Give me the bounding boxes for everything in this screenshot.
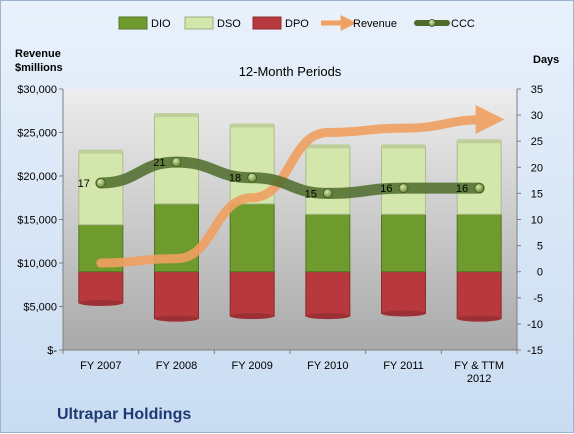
bar-dpo <box>229 271 275 317</box>
left-tick-label: $30,000 <box>17 84 57 96</box>
left-tick-label: $5,000 <box>23 302 57 314</box>
bar-dpo <box>305 271 351 317</box>
x-tick-label: FY 2009 <box>231 360 272 372</box>
legend-swatch-dso <box>184 16 214 30</box>
left-tick-label: $- <box>47 345 57 357</box>
bar-dso-top <box>154 113 199 118</box>
bar-dso-top <box>78 149 123 154</box>
bar-dso <box>305 145 351 215</box>
right-tick-label: 30 <box>531 110 543 122</box>
bar-dio <box>456 213 502 273</box>
x-tick-label: FY & TTM <box>454 360 504 372</box>
bar-dpo-cap <box>78 300 123 307</box>
left-tick-label: $15,000 <box>17 215 57 227</box>
bar-dso-top <box>305 144 350 149</box>
x-tick-label: FY 2007 <box>80 360 121 372</box>
ccc-data-label: 18 <box>229 173 241 185</box>
right-tick-label: -15 <box>527 345 543 357</box>
ccc-point <box>247 172 258 183</box>
bar-dso <box>456 140 502 215</box>
left-tick-label: $10,000 <box>17 258 57 270</box>
bar-dpo <box>381 271 426 314</box>
left-tick-label: $20,000 <box>17 171 57 183</box>
legend-swatch-dio <box>118 16 148 30</box>
right-tick-label: 0 <box>537 267 543 279</box>
bar-dpo-cap <box>305 313 350 320</box>
right-tick-label: 10 <box>531 215 543 227</box>
right-axis-label: Days <box>533 54 559 66</box>
x-tick-label: 2012 <box>467 373 491 385</box>
right-tick-label: -10 <box>527 319 543 331</box>
bar-dio <box>381 213 426 273</box>
left-axis-label-line2: $millions <box>15 62 63 74</box>
company-name: Ultrapar Holdings <box>57 406 192 423</box>
right-tick-label: 5 <box>537 241 543 253</box>
ccc-point <box>474 183 485 194</box>
legend-label: DPO <box>285 18 309 30</box>
bar-dpo <box>154 271 199 320</box>
legend-swatch-dpo <box>252 16 282 30</box>
revenue-line <box>96 105 505 268</box>
right-tick-label: 20 <box>531 162 543 174</box>
left-axis-label-line1: Revenue <box>15 48 61 60</box>
bar-dpo <box>78 271 124 304</box>
chart-title: 12-Month Periods <box>239 64 342 79</box>
ccc-point <box>322 188 333 199</box>
right-tick-label: -5 <box>533 293 543 305</box>
ccc-point <box>398 183 409 194</box>
bar-dso-top <box>457 139 502 144</box>
x-tick-label: FY 2010 <box>307 360 348 372</box>
ccc-data-label: 17 <box>78 178 90 190</box>
ccc-data-label: 16 <box>456 183 468 195</box>
bar-dio <box>305 213 351 273</box>
legend-label: Revenue <box>353 18 397 30</box>
bar-dso <box>381 145 426 215</box>
ccc-point <box>95 178 106 188</box>
ccc-data-label: 21 <box>153 157 165 169</box>
bar-dpo-cap <box>230 313 275 320</box>
bar-dpo <box>456 271 502 320</box>
legend-label: CCC <box>451 18 475 30</box>
ccc-data-label: 16 <box>380 183 392 195</box>
bar-dpo-cap <box>154 315 199 322</box>
plot-area <box>63 89 517 350</box>
x-tick-label: FY 2008 <box>156 360 197 372</box>
left-tick-label: $25,000 <box>17 128 57 140</box>
legend-label: DSO <box>217 18 241 30</box>
bar-dso-top <box>381 144 426 149</box>
x-tick-label: FY 2011 <box>383 360 424 372</box>
legend-swatch-ccc-dot <box>428 19 436 27</box>
bar-dso-top <box>230 123 275 128</box>
bar-dpo-cap <box>457 315 502 322</box>
legend-label: DIO <box>151 18 171 30</box>
right-tick-label: 35 <box>531 84 543 96</box>
bar-dpo-cap <box>381 310 426 317</box>
ccc-data-label: 15 <box>305 188 317 200</box>
bar-dio <box>229 203 275 273</box>
right-tick-label: 15 <box>531 188 543 200</box>
ccc-point <box>171 157 182 167</box>
right-tick-label: 25 <box>531 136 543 148</box>
